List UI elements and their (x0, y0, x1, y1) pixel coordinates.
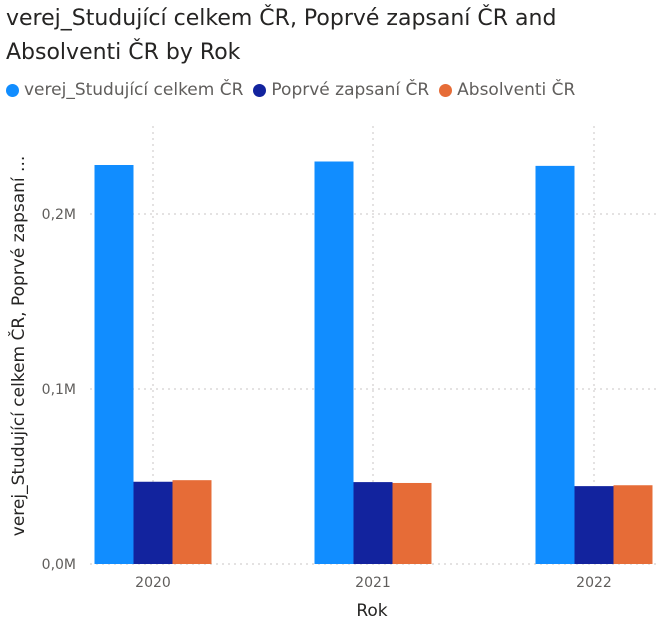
bar-2022-series-1 (574, 486, 614, 564)
y-tick-label-2: 0,2M (42, 207, 76, 223)
chart-title: verej_Studující celkem ČR, Poprvé zapsan… (6, 6, 557, 65)
bar-2022-series-2 (613, 485, 653, 564)
bar-2020-series-0 (94, 165, 134, 564)
y-tick-label-0: 0,0M (42, 557, 76, 573)
x-tick-label-2022: 2022 (576, 575, 612, 591)
legend-label-poprve-zapsani: Poprvé zapsaní ČR (271, 80, 430, 100)
legend: verej_Studující celkem ČR Poprvé zapsaní… (6, 78, 585, 102)
legend-label-studujici: verej_Studující celkem ČR (24, 80, 244, 100)
bar-2020-series-1 (133, 481, 173, 564)
bar-2021-series-1 (353, 482, 393, 564)
bars (94, 161, 653, 564)
x-axis-ticks: 2020 2021 2022 (135, 575, 612, 591)
legend-dot-absolventi (439, 83, 453, 97)
legend-dot-poprve-zapsani (253, 83, 267, 97)
x-axis-title: Rok (356, 601, 387, 621)
legend-item-studujici[interactable]: verej_Studující celkem ČR (6, 80, 243, 100)
bar-2022-series-0 (535, 165, 575, 564)
y-tick-label-1: 0,1M (42, 382, 76, 398)
y-axis-ticks: 0,0M 0,1M 0,2M (42, 207, 76, 573)
legend-label-absolventi: Absolventi ČR (457, 80, 576, 100)
legend-dot-studujici (6, 83, 19, 97)
x-tick-label-2021: 2021 (355, 575, 391, 591)
legend-item-poprve-zapsani[interactable]: Poprvé zapsaní ČR (253, 80, 429, 100)
bar-2021-series-0 (314, 161, 354, 564)
x-tick-label-2020: 2020 (135, 575, 171, 591)
bar-2020-series-2 (172, 480, 212, 564)
bar-2021-series-2 (392, 482, 432, 564)
legend-item-absolventi[interactable]: Absolventi ČR (439, 80, 575, 100)
y-axis-title: verej_Studující celkem ČR, Poprvé zapsan… (7, 156, 29, 536)
